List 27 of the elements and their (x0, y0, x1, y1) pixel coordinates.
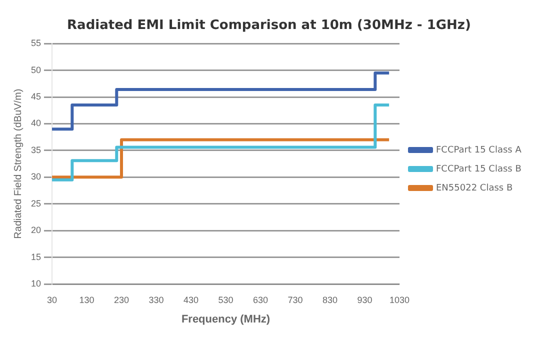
x-tick-label: 230 (114, 294, 130, 305)
x-tick-label: 630 (252, 294, 268, 305)
y-tick-label: 25 (30, 198, 42, 208)
legend-label: FCCPart 15 Class B (436, 164, 522, 174)
x-axis-title: Frequency (MHz) (181, 313, 270, 326)
x-tick-label: 330 (148, 294, 164, 305)
y-tick-label: 15 (30, 252, 42, 262)
y-tick-label: 50 (30, 64, 42, 75)
x-tick-label: 730 (288, 294, 303, 305)
y-tick-label: 55 (30, 38, 42, 48)
y-tick-label: 35 (30, 144, 42, 155)
legend-label: FCCPart 15 Class A (436, 145, 522, 156)
legend-label: EN55022 Class B (436, 183, 513, 194)
y-tick-label: 10 (30, 278, 42, 288)
x-tick-label: 930 (357, 294, 372, 305)
y-axis-title: Radiated Field Strength (dBuV/m) (12, 88, 24, 239)
x-tick-label: 530 (218, 294, 234, 305)
y-tick-label: 40 (30, 118, 42, 128)
chart-title: Radiated EMI Limit Comparison at 10m (30MHz - 1GHz) (67, 18, 471, 34)
x-tick-label: 430 (183, 294, 199, 305)
x-tick-label: 30 (47, 294, 58, 305)
x-tick-label: 130 (79, 294, 94, 305)
y-tick-label: 20 (30, 225, 42, 236)
x-tick-label: 1030 (389, 294, 410, 305)
x-tick-label: 830 (322, 294, 338, 305)
y-tick-label: 30 (30, 172, 42, 182)
y-tick-label: 45 (30, 92, 42, 102)
